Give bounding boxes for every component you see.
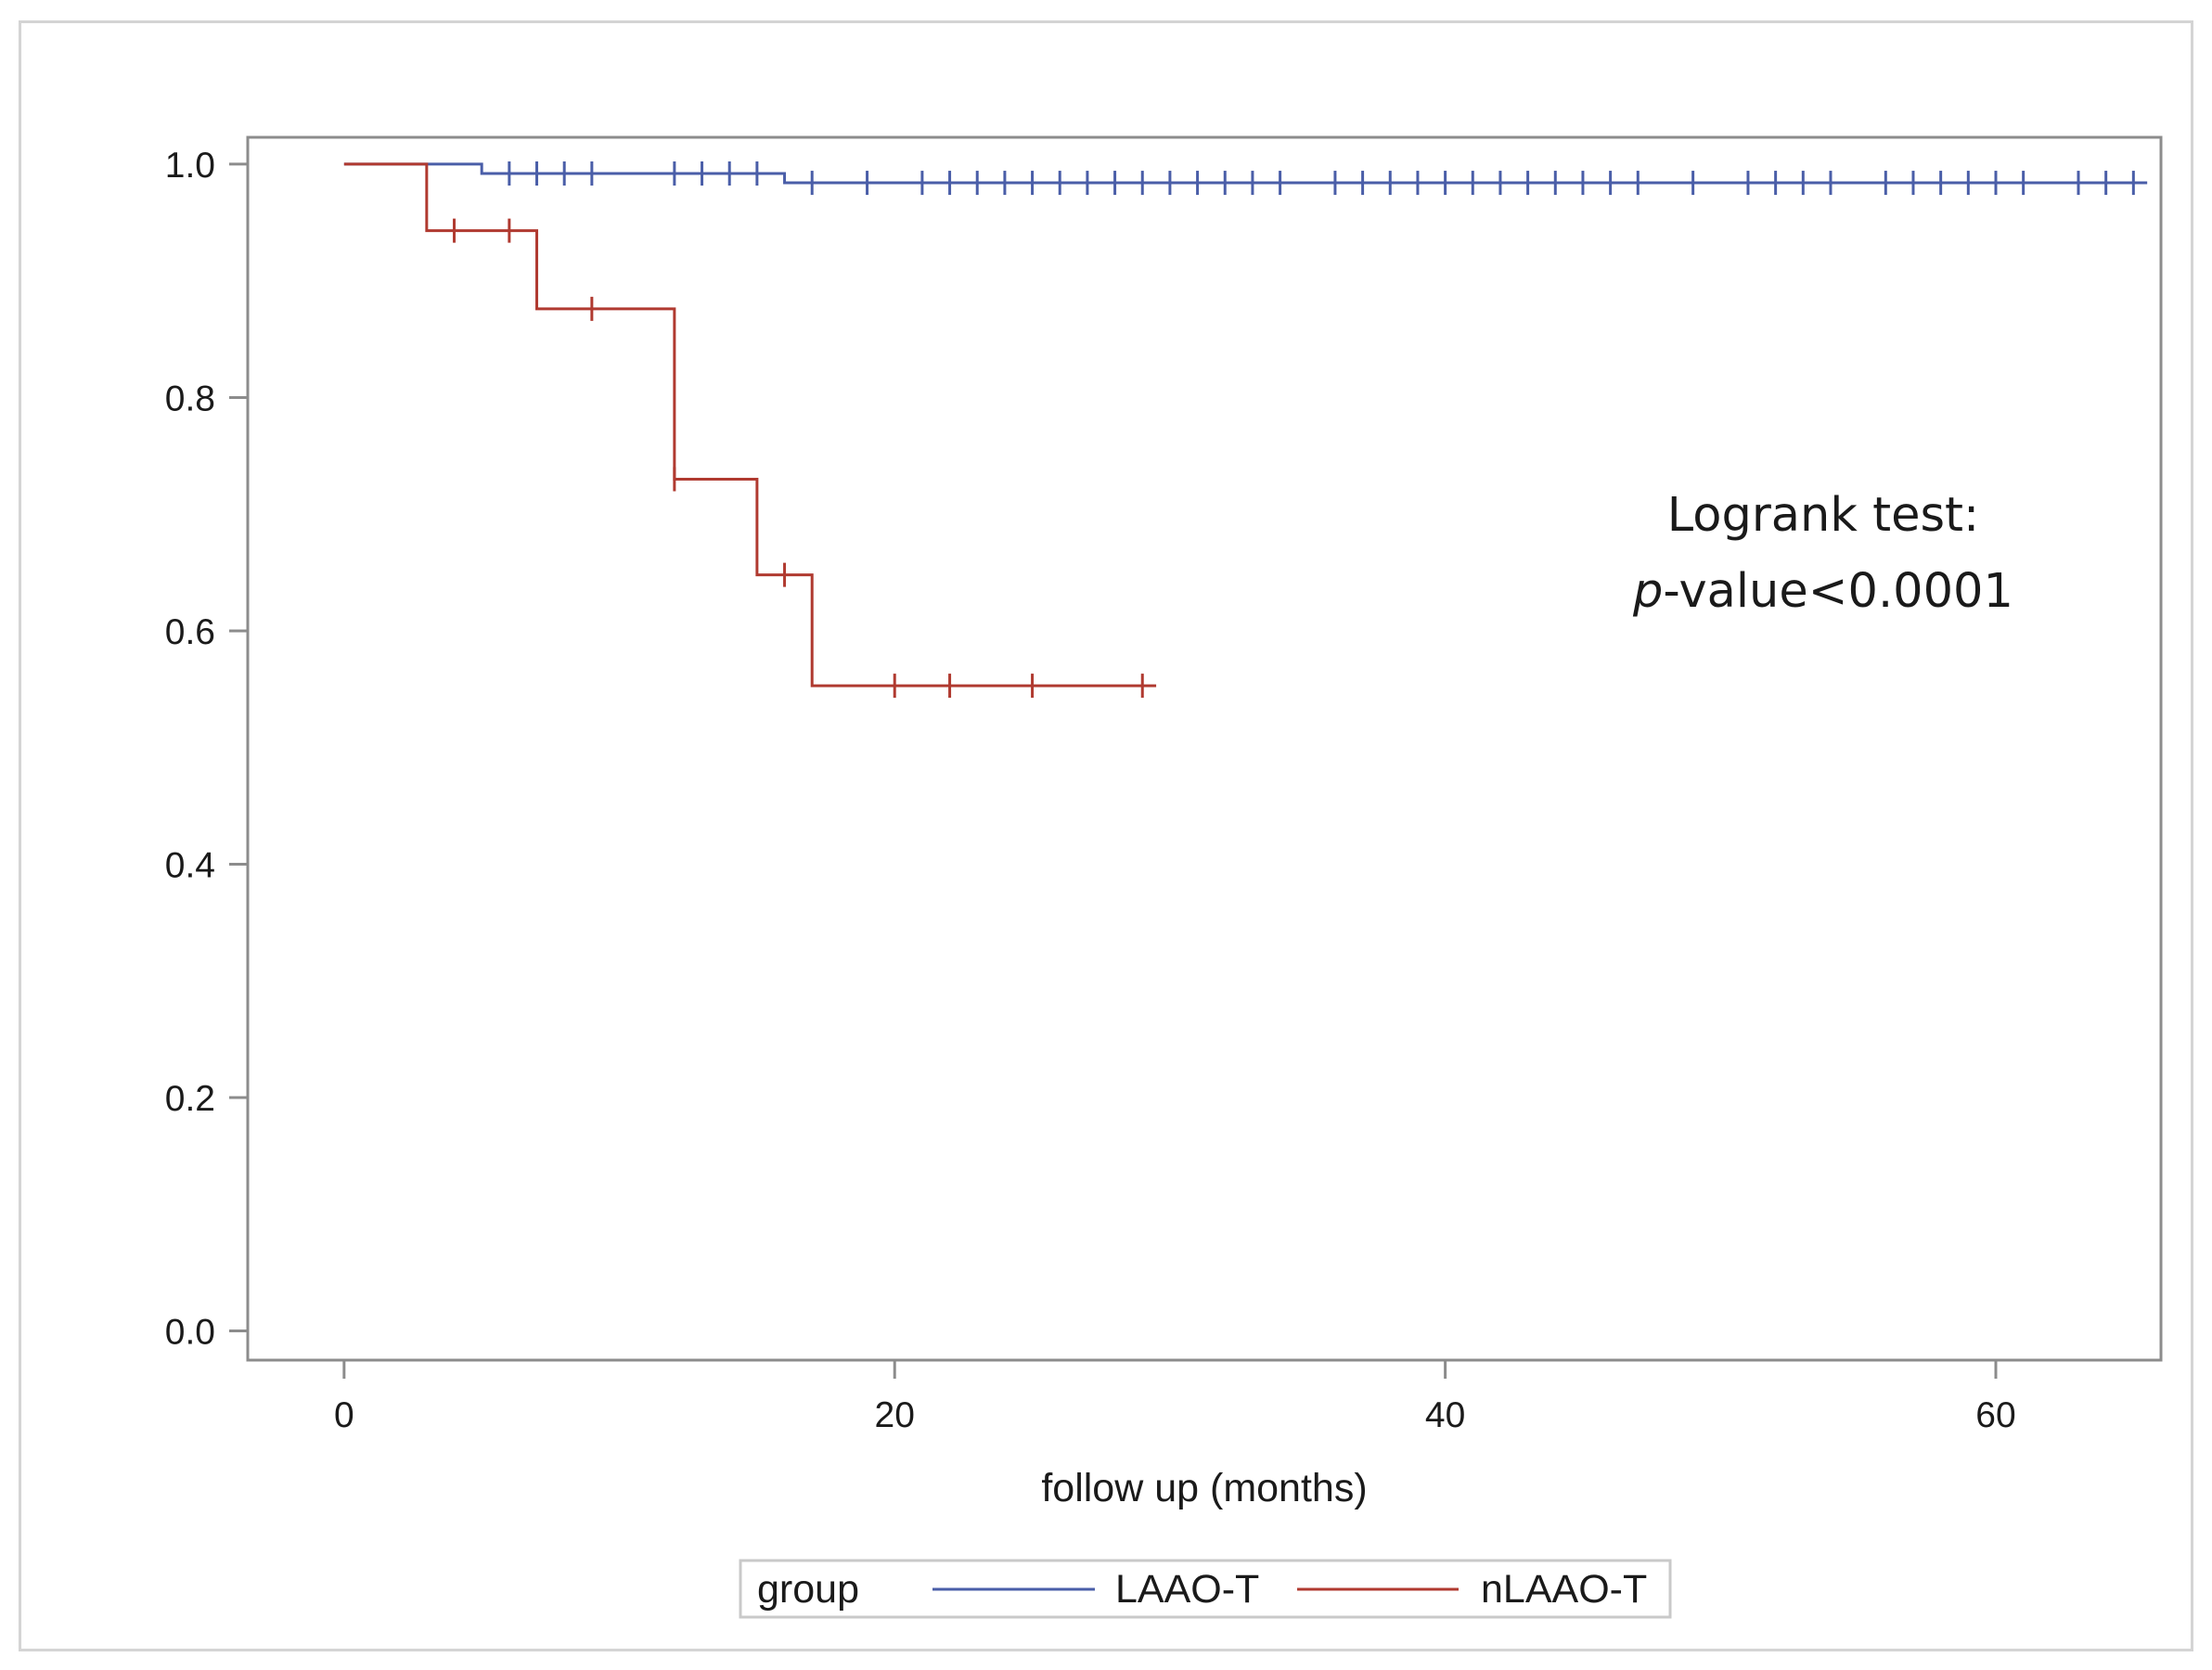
y-tick-label: 0.6: [165, 612, 215, 652]
legend: group LAAO-T nLAAO-T: [739, 1559, 1672, 1619]
logrank-title: Logrank test:: [1667, 488, 1980, 543]
x-axis: 0 20 40 60: [334, 1360, 2016, 1435]
x-axis-title: follow up (months): [1041, 1466, 1367, 1510]
p-italic: p: [1632, 564, 1663, 619]
x-tick-label: 0: [334, 1395, 354, 1435]
y-tick-label: 0.0: [165, 1313, 215, 1353]
legend-box: [739, 1559, 1672, 1619]
series-laao-t: [343, 161, 2148, 196]
survival-curve-laao-t: [343, 162, 2148, 185]
x-tick-label: 20: [875, 1395, 915, 1435]
legend-label-nlaao-t: nLAAO-T: [1481, 1567, 1647, 1612]
y-tick-label: 1.0: [165, 146, 215, 186]
pvalue-rest: -value<0.0001: [1663, 564, 2013, 619]
y-tick-label: 0.4: [165, 846, 215, 886]
y-axis: 0.0 0.2 0.4 0.6 0.8 1.0: [165, 146, 248, 1353]
logrank-pvalue: p-value<0.0001: [1632, 564, 2013, 619]
x-tick-label: 60: [1975, 1395, 2015, 1435]
y-tick-label: 0.2: [165, 1079, 215, 1119]
y-tick-label: 0.8: [165, 379, 215, 418]
series-nlaao-t: [343, 162, 1157, 699]
survival-curve-nlaao-t: [343, 162, 1157, 687]
legend-label-laao-t: LAAO-T: [1115, 1567, 1259, 1612]
series-layer: [343, 161, 2148, 699]
legend-title: group: [757, 1567, 859, 1612]
plot-area: [246, 135, 2163, 1362]
x-tick-label: 40: [1425, 1395, 1465, 1435]
